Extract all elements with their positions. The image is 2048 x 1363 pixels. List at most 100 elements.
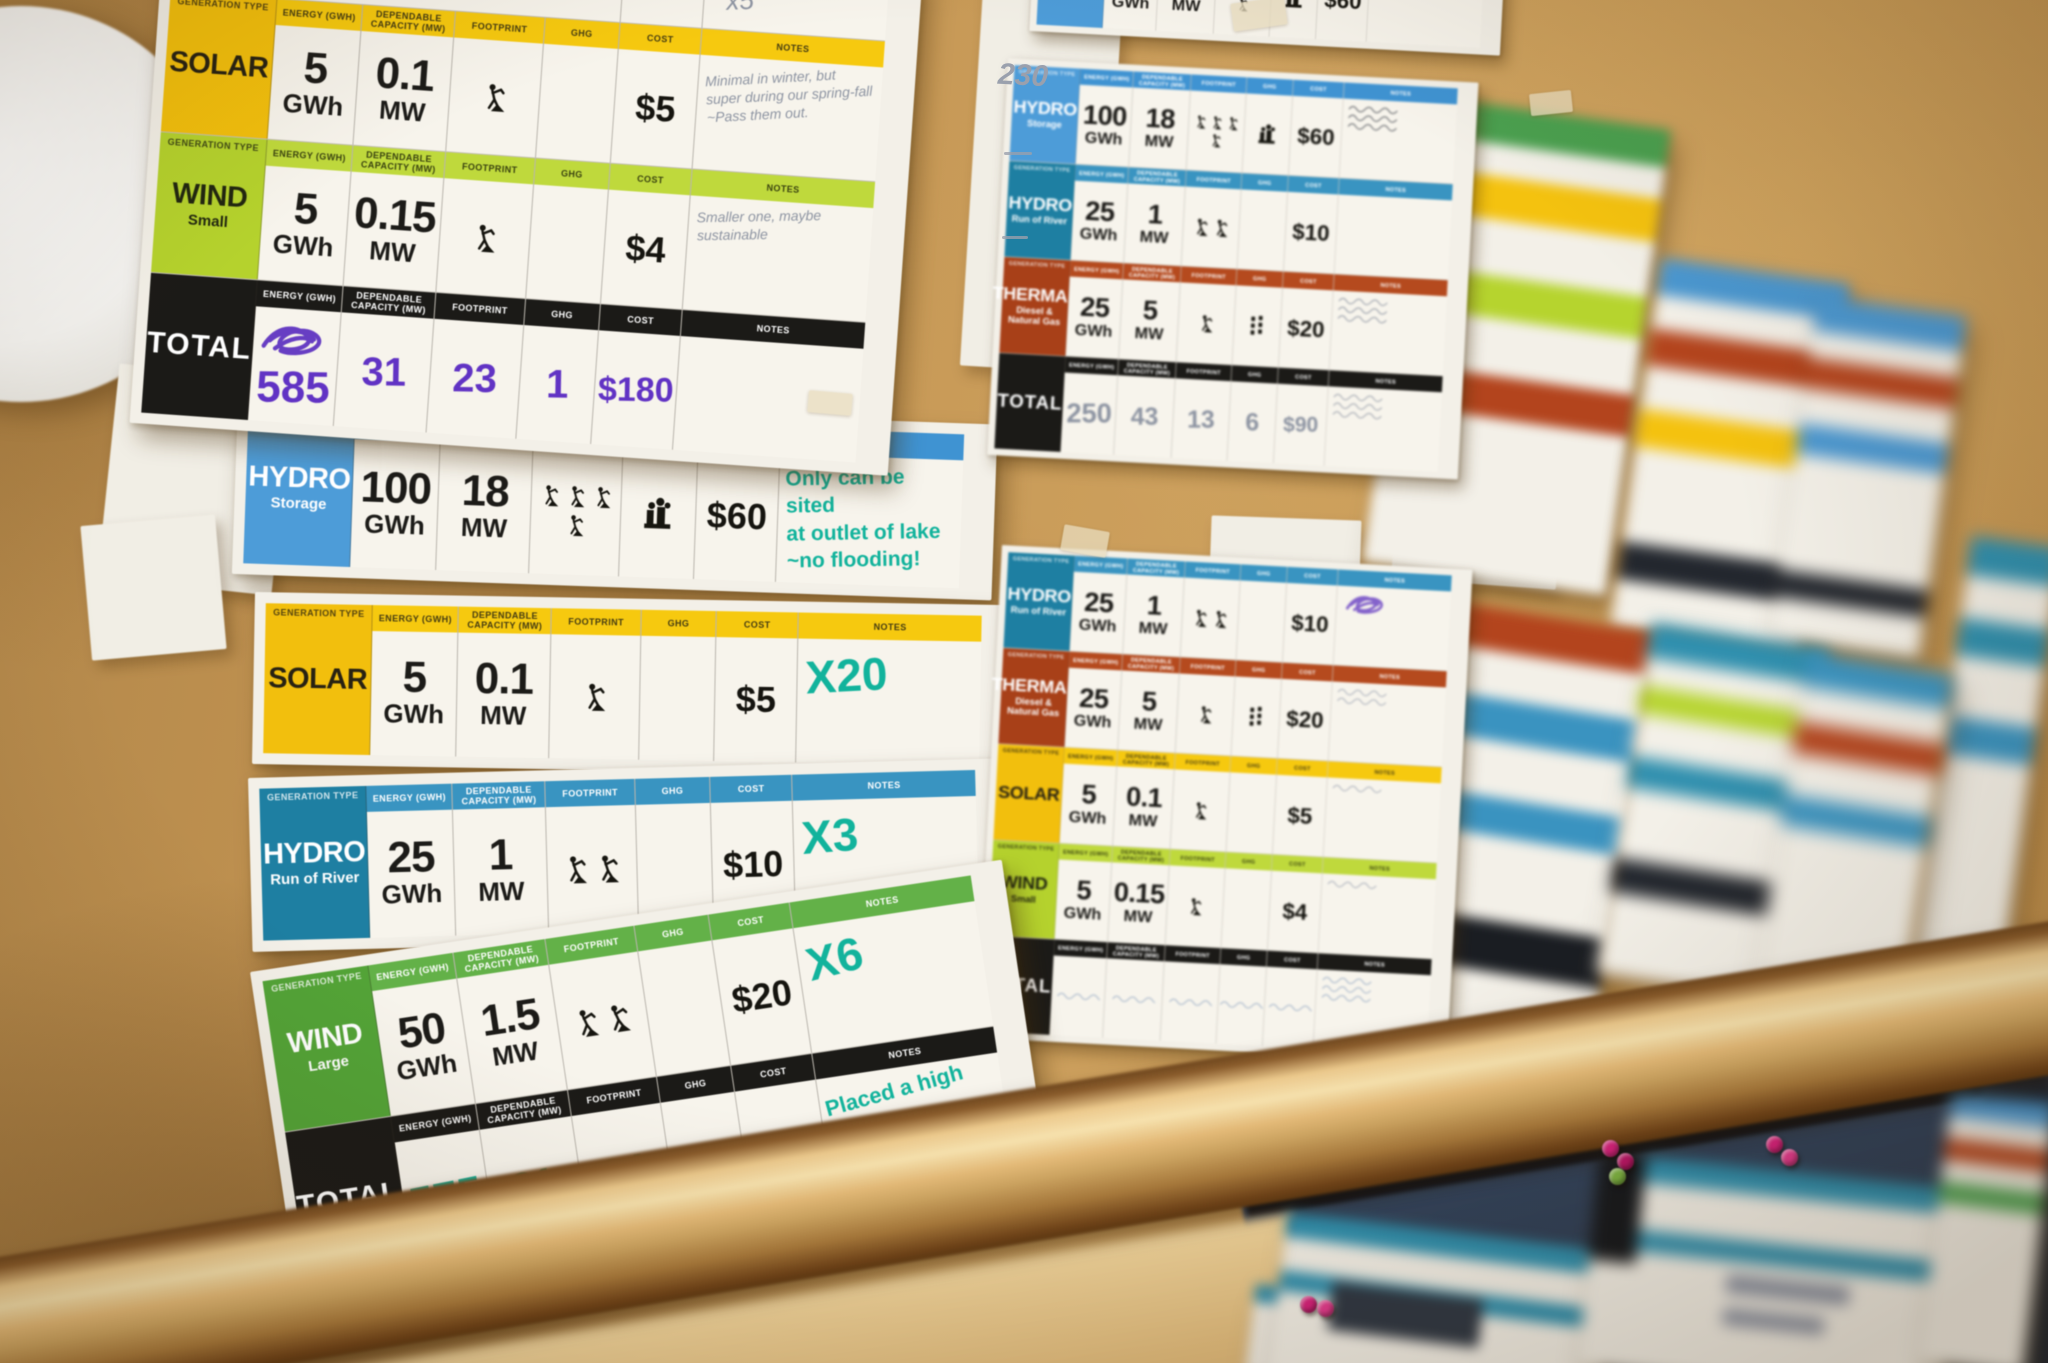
cell-ghg: GHG	[1237, 173, 1289, 272]
cell-ghg: GHG 1	[516, 299, 601, 445]
cell-body: X20	[796, 638, 982, 766]
column-header-energy: ENERGY (GWh)	[372, 791, 447, 804]
column-header-notes: NOTES	[1364, 960, 1386, 968]
cell-energy: ENERGY (GWh) 25 GWh	[366, 783, 457, 938]
pencil-scribble	[1348, 105, 1398, 132]
generation-type-label: HYDRO	[1007, 583, 1072, 608]
ghg-dots-icon	[1250, 315, 1263, 335]
capacity-unit: MW	[1133, 714, 1163, 735]
paper-scrap	[80, 514, 227, 661]
cell-notes: NOTES Smaller one, maybe sustainable	[683, 169, 876, 322]
column-header-generation-type: GENERATION TYPE	[177, 0, 270, 13]
cell-footprint: FOOTPRINT	[446, 11, 546, 158]
cell-body: 6	[1227, 381, 1278, 464]
cell-capacity: DEPENDABLE CAPACITY (MW)31	[334, 286, 437, 433]
generation-type-label: TOTAL	[145, 325, 253, 367]
cell-body: $60	[1315, 0, 1371, 42]
cell-body	[1329, 290, 1447, 376]
energy-value: 5	[1080, 778, 1097, 810]
cell-body	[639, 635, 716, 762]
energy-card-left-wind-total: GENERATION TYPE WIND Large ENERGY (GWh) 50 GW…	[250, 859, 1050, 1296]
energy-unit: GWh	[281, 88, 345, 123]
cost-value: $60	[1296, 122, 1336, 151]
generation-type-sublabel: Diesel & Natural Gas	[1006, 696, 1060, 719]
column-header-cost: COST	[646, 32, 674, 45]
column-header-energy: ENERGY (GWh)	[1062, 848, 1109, 858]
cell-body	[1231, 676, 1282, 759]
cell-footprint: FOOTPRINT 13	[1171, 362, 1233, 461]
column-header-generation-type: GENERATION TYPE	[1013, 163, 1071, 174]
cell-type: GENERATION TYPE SOLAR	[160, 0, 278, 139]
column-header-energy: ENERGY (GWh)	[262, 288, 337, 304]
cell-body: 43	[1114, 375, 1176, 458]
footprint-person-icon	[487, 84, 505, 113]
handwritten-value: 6	[1245, 408, 1260, 436]
capacity-unit: MW	[1144, 131, 1174, 152]
row-solar: GENERATION TYPE SOLAR ENERGY (GWh) 5 GWh DEPE…	[160, 0, 885, 182]
pencil-scribble	[1220, 1001, 1264, 1010]
generation-type-label: THERMAL	[992, 283, 1079, 308]
footprint-icons	[563, 853, 622, 885]
column-header-band: GHG	[635, 776, 710, 805]
cell-body	[1181, 186, 1241, 269]
cell-footprint: FOOTPRINT	[545, 778, 640, 934]
column-header-notes: NOTES	[776, 41, 810, 55]
cell-ghg: GHG	[526, 158, 611, 304]
generation-type-label: HYDRO	[1013, 96, 1078, 121]
cell-body: 0.15 MW	[1108, 862, 1170, 945]
smokestack-ghg-icon	[644, 497, 671, 529]
generation-type-label: WIND	[171, 177, 249, 215]
footprint-person-icon	[1229, 117, 1238, 131]
row-solar: GENERATION TYPE SOLAR ENERGY (GWh) 5 GWh DEPE…	[993, 743, 1442, 863]
column-header-cost: COST	[1310, 85, 1327, 93]
generation-type-label: SOLAR	[267, 661, 368, 696]
column-header-ghg: GHG	[550, 308, 574, 321]
column-header-footprint: FOOTPRINT	[1186, 367, 1222, 376]
cell-body	[446, 37, 543, 158]
total-row: TOTAL ENERGY (GWh) 585 DEPENDABLE CAPACITY…	[141, 271, 866, 463]
cell-body	[436, 178, 533, 299]
cell-body	[1165, 865, 1225, 948]
cell-body: 31	[334, 312, 434, 433]
footprint-icons	[471, 222, 499, 254]
pencil-scribble	[1337, 297, 1388, 324]
column-header-cost: COST	[743, 619, 771, 630]
smokestack-ghg-icon	[1258, 124, 1275, 144]
energy-unit: GWh	[383, 698, 445, 730]
handwritten-value: $90	[1283, 412, 1319, 437]
note-line: sustainable	[697, 226, 769, 244]
cell-body: $5	[610, 48, 700, 169]
energy-value: 50	[394, 1002, 449, 1059]
cell-body	[1318, 873, 1436, 959]
cell-body: 1	[516, 325, 599, 444]
column-header-notes: NOTES	[873, 621, 907, 633]
capacity-unit: MW	[1138, 618, 1168, 639]
footprint-icons	[1198, 314, 1215, 333]
column-header-generation-type: GENERATION TYPE	[270, 970, 363, 994]
note-line: ~no flooding!	[787, 547, 921, 573]
footprint-person-icon	[570, 515, 583, 537]
cell-capacity: DEPENDABLE CAPACITY (MW) 0.1 MW	[1113, 750, 1176, 849]
cell-type: GENERATION TYPE HYDRO Run of River	[259, 785, 371, 941]
capacity-unit: MW	[368, 235, 417, 269]
cost-value: $4	[624, 226, 667, 271]
column-header-energy: ENERGY (GWh)	[378, 613, 453, 625]
cell-body: 5 GWh	[1059, 763, 1117, 846]
capacity-unit: MW	[378, 94, 427, 128]
cell-body: 585	[248, 306, 342, 426]
capacity-unit: MW	[1123, 906, 1153, 927]
cost-value: $10	[722, 843, 784, 886]
pencil-scribble	[1337, 688, 1387, 706]
column-header-band: FOOTPRINT	[545, 778, 635, 808]
energy-unit: GWh	[1073, 711, 1112, 732]
cell-type: GENERATION TYPE HYDRO Run of River	[1003, 552, 1075, 652]
cell-footprint: FOOTPRINT	[549, 608, 642, 760]
column-header-footprint: FOOTPRINT	[1180, 854, 1216, 863]
cell-body	[1216, 964, 1267, 1046]
generation-type-sublabel: Run of River	[1011, 213, 1068, 227]
footprint-person-icon	[1195, 609, 1207, 628]
cell-capacity: DEPENDABLE CAPACITY (MW) 0.15 MW	[1108, 846, 1171, 945]
capacity-unit: MW	[1134, 323, 1164, 344]
